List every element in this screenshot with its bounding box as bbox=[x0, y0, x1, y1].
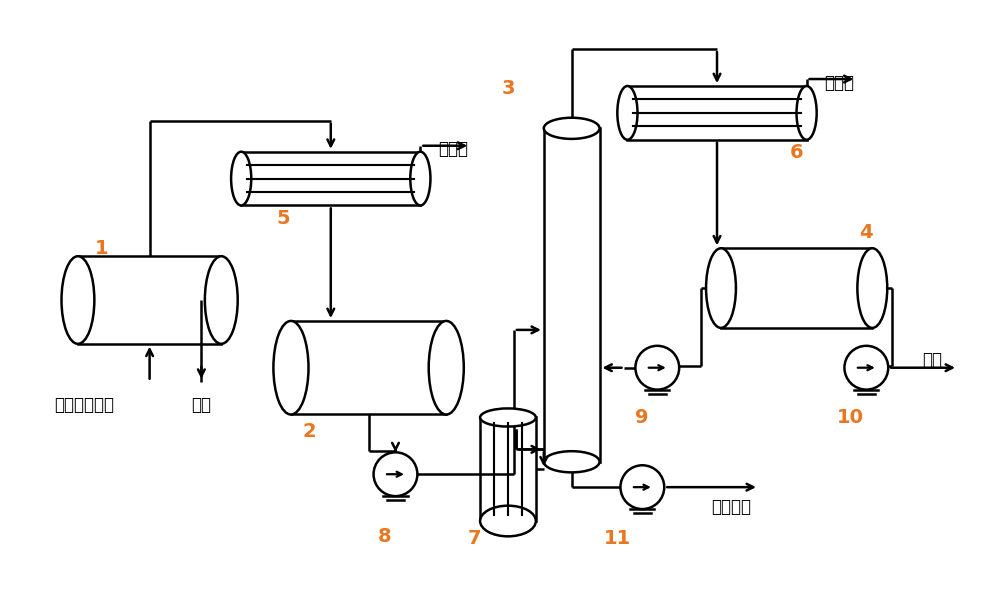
Text: 6: 6 bbox=[790, 143, 803, 162]
Bar bbox=[78, 256, 221, 344]
Ellipse shape bbox=[480, 409, 536, 426]
Text: 1: 1 bbox=[95, 239, 109, 258]
Text: 10: 10 bbox=[837, 408, 864, 427]
Bar bbox=[721, 248, 872, 328]
Bar bbox=[291, 321, 446, 415]
Text: 4: 4 bbox=[860, 223, 873, 242]
Bar bbox=[480, 417, 536, 521]
Ellipse shape bbox=[429, 321, 464, 415]
Text: 7: 7 bbox=[467, 529, 481, 548]
Text: 3: 3 bbox=[501, 79, 515, 98]
Text: 杂质: 杂质 bbox=[922, 351, 942, 369]
Ellipse shape bbox=[480, 506, 536, 536]
Text: 精制溶剂: 精制溶剂 bbox=[711, 498, 751, 516]
Ellipse shape bbox=[544, 118, 600, 139]
Text: 11: 11 bbox=[604, 529, 631, 548]
Text: 8: 8 bbox=[378, 528, 391, 547]
Ellipse shape bbox=[706, 248, 736, 328]
Text: 需精制的溶剂: 需精制的溶剂 bbox=[54, 395, 114, 414]
Ellipse shape bbox=[797, 86, 817, 140]
Ellipse shape bbox=[205, 256, 238, 344]
Text: 脱焦: 脱焦 bbox=[191, 395, 211, 414]
Ellipse shape bbox=[231, 152, 251, 206]
Bar bbox=[627, 86, 807, 140]
Ellipse shape bbox=[273, 321, 309, 415]
Circle shape bbox=[635, 346, 679, 390]
Text: 9: 9 bbox=[635, 408, 648, 427]
Bar bbox=[241, 152, 420, 206]
Circle shape bbox=[620, 465, 664, 509]
Ellipse shape bbox=[857, 248, 887, 328]
Text: 抽真空: 抽真空 bbox=[438, 140, 468, 158]
Text: 2: 2 bbox=[302, 422, 316, 441]
Circle shape bbox=[844, 346, 888, 390]
Bar bbox=[544, 128, 600, 462]
Text: 抽真空: 抽真空 bbox=[825, 74, 855, 92]
Ellipse shape bbox=[410, 152, 430, 206]
Text: 5: 5 bbox=[276, 209, 290, 228]
Circle shape bbox=[374, 453, 417, 496]
Ellipse shape bbox=[62, 256, 94, 344]
Ellipse shape bbox=[617, 86, 637, 140]
Ellipse shape bbox=[544, 451, 600, 472]
